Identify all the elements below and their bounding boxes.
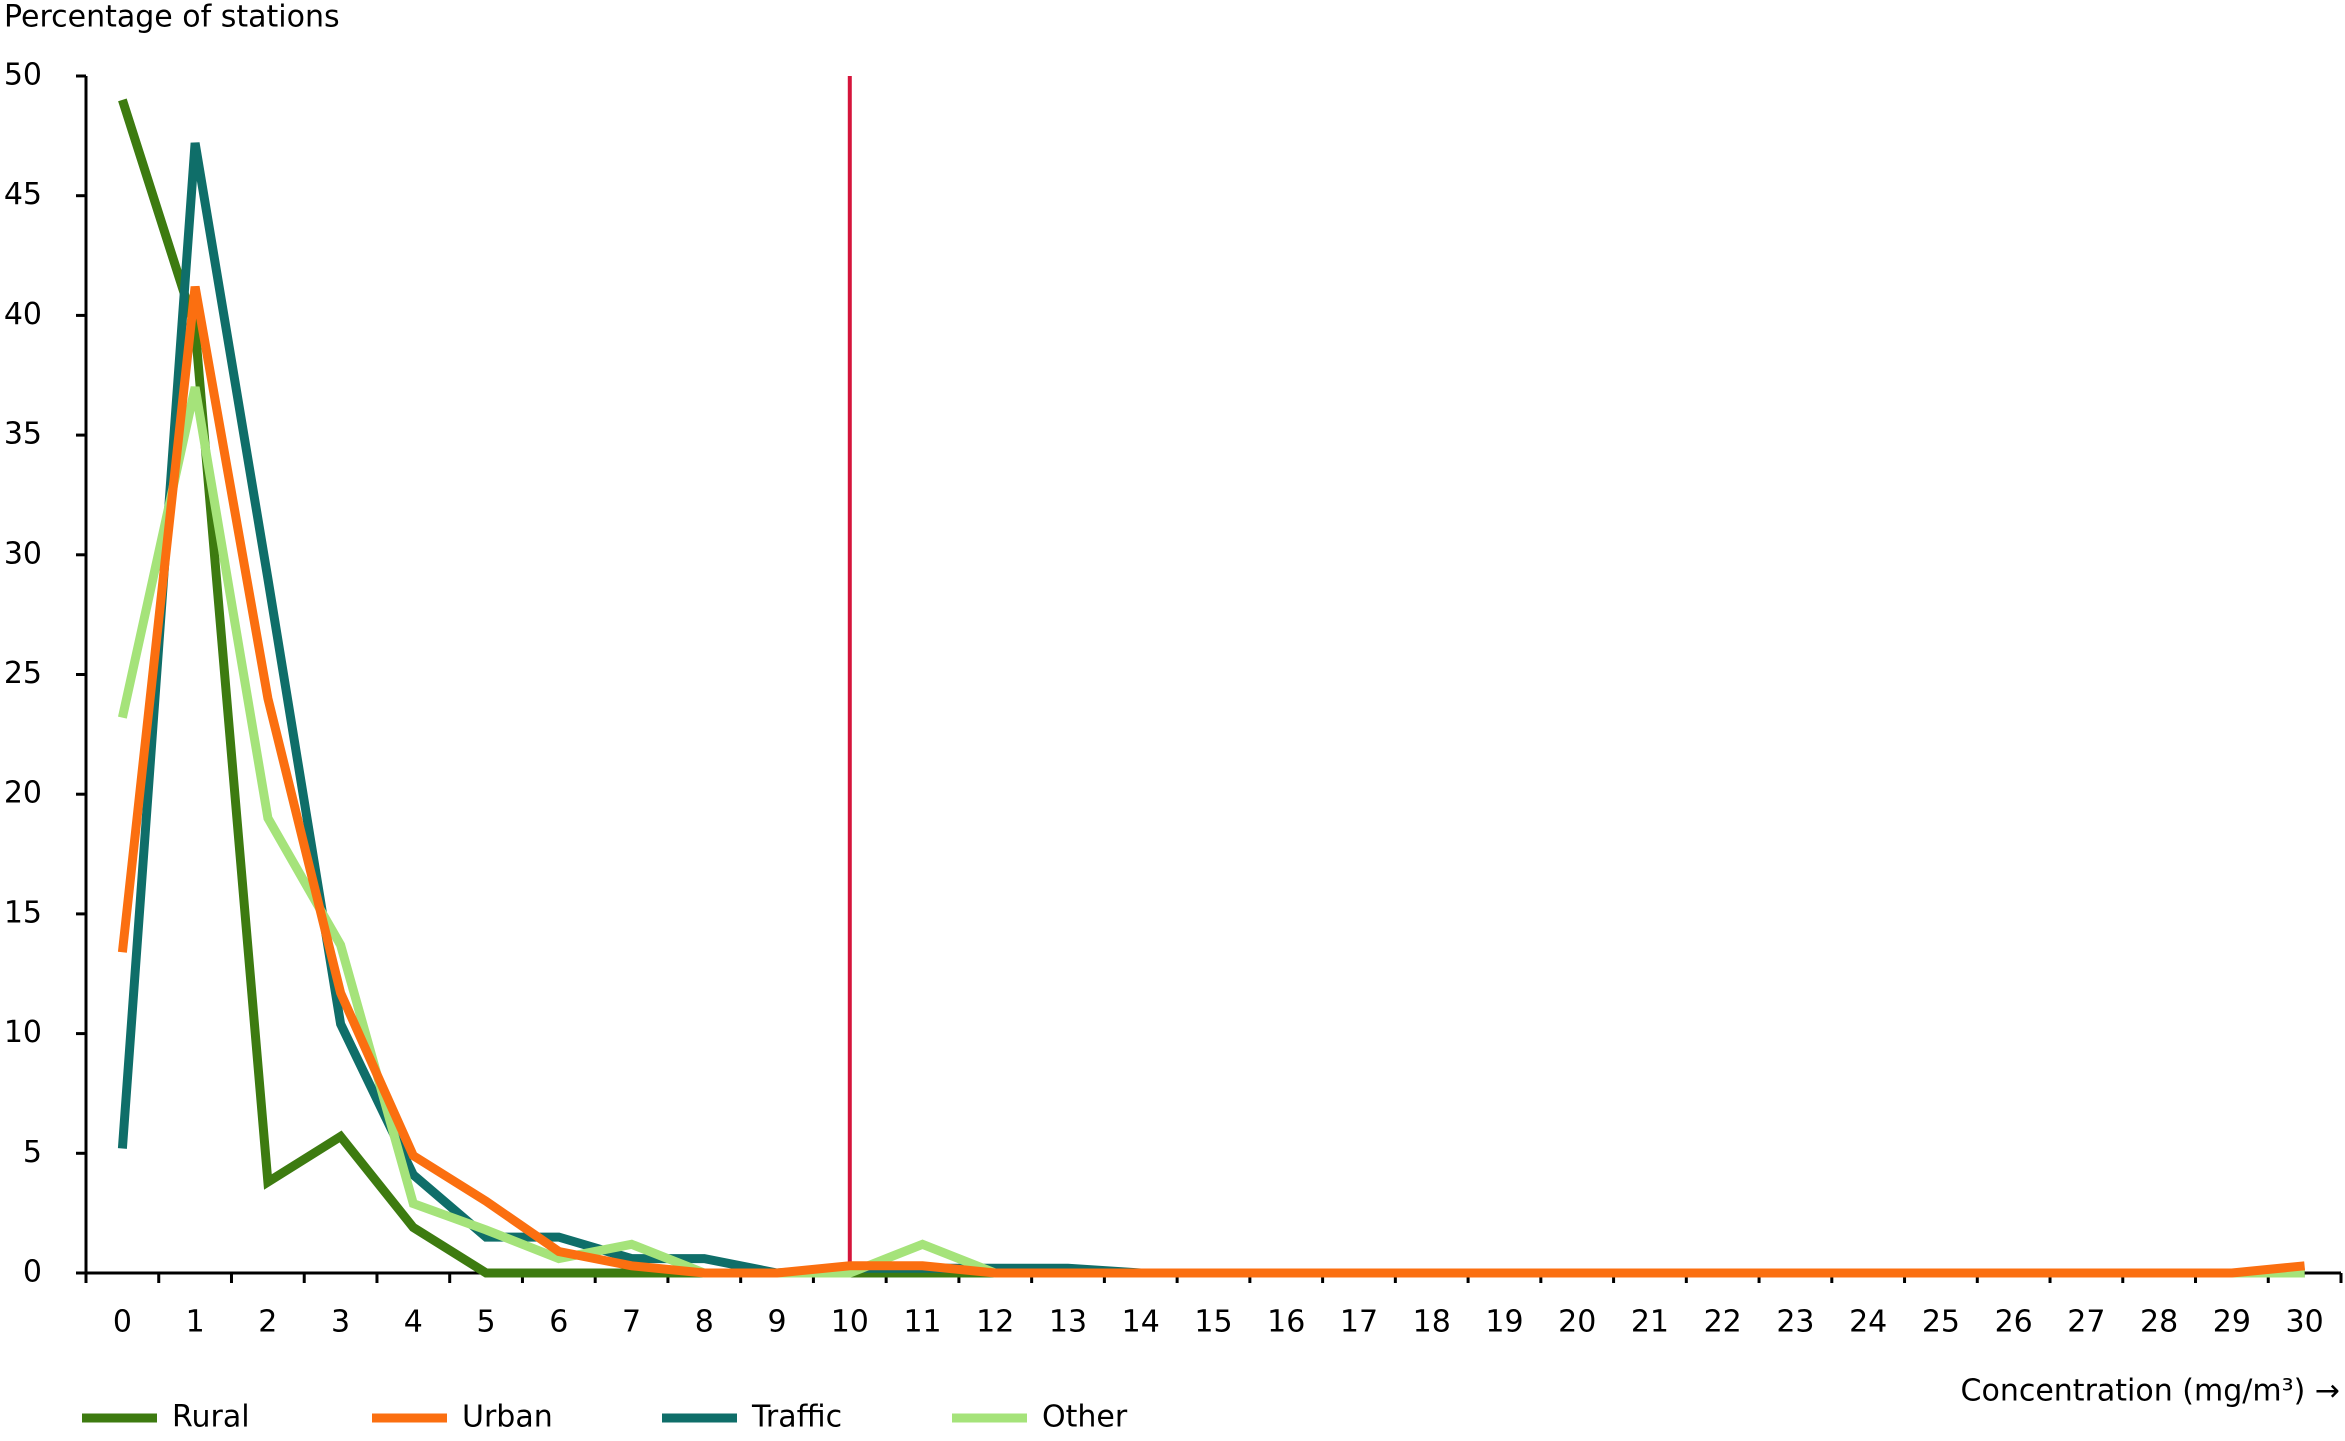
x-tick-label: 9: [768, 1305, 787, 1340]
y-tick-label: 15: [4, 895, 42, 930]
y-tick-label: 50: [4, 58, 42, 93]
x-tick-label: 24: [1849, 1305, 1887, 1340]
x-tick-label: 28: [2140, 1305, 2178, 1340]
x-tick-label: 19: [1485, 1305, 1523, 1340]
x-tick-label: 7: [622, 1305, 641, 1340]
x-tick-label: 11: [903, 1305, 941, 1340]
x-tick-label: 1: [186, 1305, 205, 1340]
series-line: [118, 98, 2305, 1278]
x-axis-label: Concentration (mg/m³) →: [1961, 1374, 2340, 1409]
y-tick-label: 20: [4, 776, 42, 811]
y-tick-label: 10: [4, 1015, 42, 1050]
y-tick-label: 30: [4, 536, 42, 571]
y-axis-label: Percentage of stations: [4, 0, 340, 35]
x-tick-label: 0: [113, 1305, 132, 1340]
x-tick-label: 12: [976, 1305, 1014, 1340]
y-tick-label: 0: [23, 1255, 42, 1290]
x-tick-label: 17: [1340, 1305, 1378, 1340]
x-tick-label: 15: [1194, 1305, 1232, 1340]
legend-label: Urban: [462, 1400, 553, 1435]
x-tick-label: 14: [1122, 1305, 1160, 1340]
x-tick-label: 29: [2213, 1305, 2251, 1340]
x-tick-label: 16: [1267, 1305, 1305, 1340]
x-tick-label: 13: [1049, 1305, 1087, 1340]
x-tick-label: 23: [1776, 1305, 1814, 1340]
x-tick-label: 10: [831, 1305, 869, 1340]
y-tick-label: 40: [4, 297, 42, 332]
legend-label: Rural: [172, 1400, 250, 1435]
y-tick-label: 25: [4, 656, 42, 691]
x-tick-label: 6: [549, 1305, 568, 1340]
legend-label: Other: [1042, 1400, 1128, 1435]
x-tick-label: 22: [1704, 1305, 1742, 1340]
y-tick-label: 5: [23, 1135, 42, 1170]
x-tick-label: 8: [695, 1305, 714, 1340]
x-tick-label: 3: [331, 1305, 350, 1340]
x-tick-label: 26: [1995, 1305, 2033, 1340]
series-line: [117, 142, 2305, 1278]
x-tick-label: 2: [258, 1305, 277, 1340]
y-tick-label: 45: [4, 177, 42, 212]
series-line: [118, 386, 2305, 1278]
series-line: [117, 285, 2306, 1278]
x-tick-label: 5: [477, 1305, 496, 1340]
x-tick-label: 21: [1631, 1305, 1669, 1340]
legend-label: Traffic: [751, 1400, 842, 1435]
x-tick-label: 30: [2286, 1305, 2324, 1340]
x-tick-label: 18: [1413, 1305, 1451, 1340]
x-tick-label: 20: [1558, 1305, 1596, 1340]
x-tick-label: 4: [404, 1305, 423, 1340]
y-tick-label: 35: [4, 417, 42, 452]
x-tick-label: 25: [1922, 1305, 1960, 1340]
x-tick-label: 27: [2067, 1305, 2105, 1340]
